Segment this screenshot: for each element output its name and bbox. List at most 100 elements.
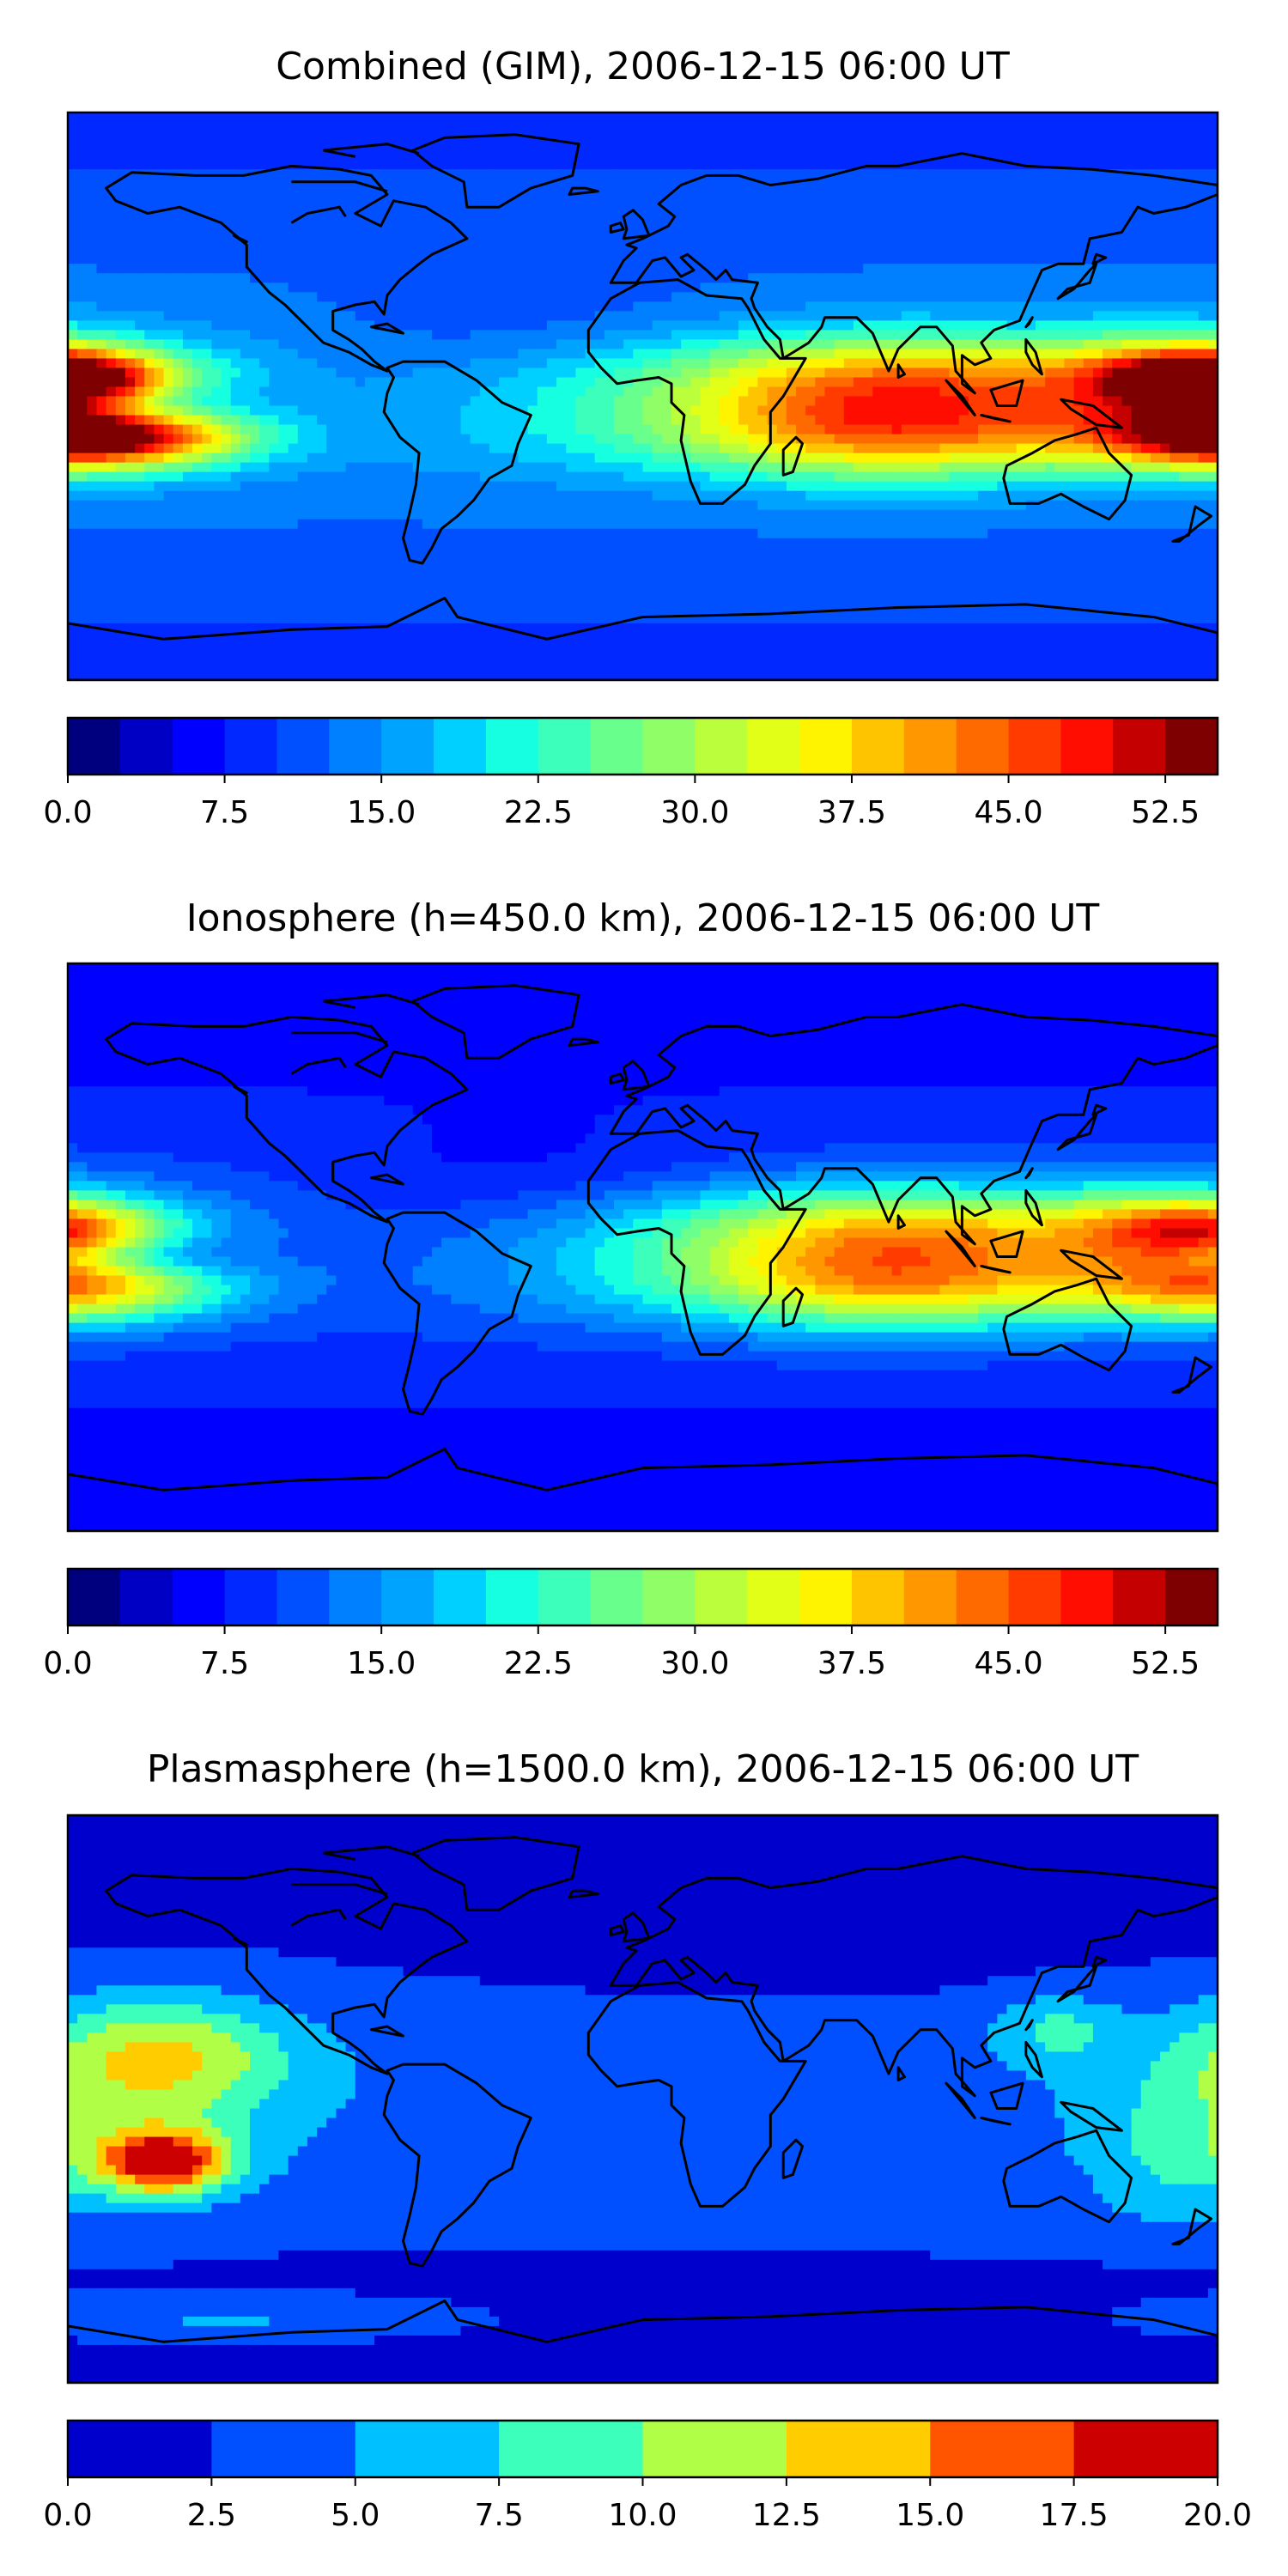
heatmap-cell <box>920 377 931 388</box>
heatmap-cell <box>1131 415 1142 426</box>
heatmap-cell <box>1179 283 1190 293</box>
heatmap-cell <box>269 481 280 492</box>
heatmap-cell <box>585 330 596 340</box>
heatmap-cell <box>1207 160 1218 170</box>
heatmap-cell <box>633 434 644 445</box>
heatmap-cell <box>1198 283 1209 293</box>
heatmap-cell <box>1140 311 1151 321</box>
heatmap-cell <box>115 160 126 170</box>
heatmap-cell <box>326 490 337 501</box>
heatmap-cell <box>709 424 720 435</box>
heatmap-cell <box>527 358 538 369</box>
heatmap-cell <box>307 424 318 435</box>
heatmap-cell <box>910 197 921 208</box>
heatmap-cell <box>403 131 414 142</box>
heatmap-cell <box>719 188 730 198</box>
heatmap-cell <box>1179 453 1190 464</box>
heatmap-cell <box>432 131 442 142</box>
heatmap-cell <box>125 283 136 293</box>
heatmap-cell <box>259 453 270 464</box>
heatmap-cell <box>422 150 433 161</box>
heatmap-cell <box>364 453 375 464</box>
heatmap-cell <box>623 396 634 407</box>
heatmap-cell <box>815 405 826 416</box>
heatmap-cell <box>585 235 596 246</box>
heatmap-cell <box>690 179 702 189</box>
heatmap-cell <box>910 339 921 350</box>
heatmap-cell <box>403 453 414 464</box>
heatmap-cell <box>432 339 442 350</box>
heatmap-cell <box>393 131 404 142</box>
heatmap-cell <box>920 264 931 274</box>
heatmap-cell <box>786 330 797 340</box>
heatmap-cell <box>135 490 145 501</box>
heatmap-cell <box>681 377 691 388</box>
heatmap-cell <box>192 131 203 142</box>
heatmap-cell <box>259 377 270 388</box>
heatmap-cell <box>364 131 375 142</box>
heatmap-cell <box>671 311 682 321</box>
heatmap-cell <box>824 386 835 398</box>
heatmap-cell <box>432 424 442 435</box>
heatmap-cell <box>345 339 356 350</box>
heatmap-cell <box>489 207 500 217</box>
heatmap-cell <box>652 434 663 445</box>
heatmap-cell <box>891 386 902 398</box>
heatmap-cell <box>585 273 596 283</box>
heatmap-cell <box>556 405 567 416</box>
heatmap-cell <box>1188 112 1200 123</box>
heatmap-cell <box>527 254 538 264</box>
heatmap-cell <box>930 339 941 350</box>
heatmap-cell <box>585 169 596 179</box>
heatmap-cell <box>958 131 969 142</box>
heatmap-cell <box>748 386 758 398</box>
heatmap-cell <box>796 160 806 170</box>
heatmap-cell <box>1150 396 1161 407</box>
heatmap-cell <box>757 462 769 473</box>
heatmap-cell <box>958 179 969 189</box>
heatmap-cell <box>738 368 749 379</box>
heatmap-cell <box>671 415 682 426</box>
heatmap-cell <box>202 245 212 255</box>
heatmap-cell <box>891 434 902 445</box>
heatmap-cell <box>968 235 979 246</box>
heatmap-cell <box>853 386 864 398</box>
heatmap-cell <box>997 188 1008 198</box>
heatmap-cell <box>288 150 299 161</box>
heatmap-cell <box>891 160 902 170</box>
heatmap-cell <box>527 216 538 227</box>
heatmap-cell <box>987 141 998 151</box>
heatmap-cell <box>1092 396 1103 407</box>
heatmap-cell <box>949 264 960 274</box>
heatmap-cell <box>211 368 222 379</box>
heatmap-cell <box>652 500 663 511</box>
heatmap-cell <box>633 141 644 151</box>
heatmap-cell <box>106 311 117 321</box>
heatmap-cell <box>499 481 509 492</box>
heatmap-cell <box>661 188 672 198</box>
heatmap-cell <box>748 415 758 426</box>
heatmap-cell <box>604 216 615 227</box>
heatmap-cell <box>671 330 682 340</box>
heatmap-cell <box>738 245 749 255</box>
heatmap-cell <box>87 292 98 302</box>
heatmap-cell <box>537 320 548 331</box>
heatmap-cell <box>604 396 615 407</box>
heatmap-cell <box>269 311 280 321</box>
heatmap-cell <box>594 434 605 445</box>
heatmap-cell <box>1150 150 1161 161</box>
heatmap-cell <box>1064 150 1075 161</box>
heatmap-cell <box>978 179 988 189</box>
heatmap-cell <box>1198 160 1209 170</box>
heatmap-cell <box>748 443 758 454</box>
heatmap-cell <box>125 207 136 217</box>
heatmap-cell <box>1170 434 1180 445</box>
heatmap-cell <box>412 292 423 302</box>
heatmap-cell <box>441 320 452 331</box>
heatmap-cell <box>125 386 136 398</box>
heatmap-cell <box>1092 207 1103 217</box>
heatmap-cell <box>470 330 481 340</box>
heatmap-cell <box>125 481 136 492</box>
heatmap-cell <box>566 330 576 340</box>
heatmap-cell <box>537 292 548 302</box>
